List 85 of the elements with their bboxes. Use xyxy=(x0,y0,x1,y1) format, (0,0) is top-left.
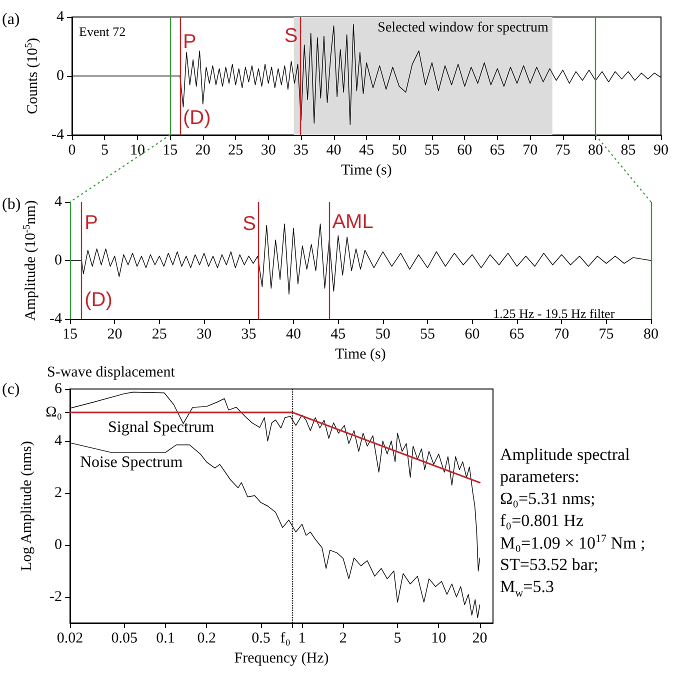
y-tick-label: 4 xyxy=(56,9,64,25)
annotation: (D) xyxy=(182,107,211,130)
y-axis-title: Amplitude (10-5nm) xyxy=(22,200,39,321)
x-tick-label: 85 xyxy=(620,142,636,158)
chart-title: S-wave displacement xyxy=(47,364,176,380)
y-tick-label: 0 xyxy=(54,252,62,268)
y-axis-title: Counts (105) xyxy=(24,38,41,114)
text: parameters: xyxy=(500,467,580,486)
x-tick-label: 50 xyxy=(375,326,390,342)
x-axis-title: Time (s) xyxy=(341,162,392,178)
x-tick-label: 15 xyxy=(62,326,78,342)
y-tick-label: 0 xyxy=(54,537,62,553)
x-tick-label: 80 xyxy=(644,326,658,342)
x-tick-label: 30 xyxy=(260,142,276,158)
x-tick-label: 2 xyxy=(339,630,347,646)
text: Amplitude spectral xyxy=(500,445,630,464)
x-tick-label: 0 xyxy=(68,142,76,158)
x-tick-label: 30 xyxy=(196,326,212,342)
band-label: Selected window for spectrum xyxy=(378,20,548,36)
text: (b) xyxy=(2,196,21,213)
annotation: (D) xyxy=(84,288,112,311)
y-tick-label: 6 xyxy=(54,381,62,397)
annotation: Event 72 xyxy=(79,24,126,39)
annotation: P xyxy=(84,212,98,234)
text: (a) xyxy=(2,11,20,28)
x-tick-label: 50 xyxy=(392,142,407,158)
x-tick-label: 25 xyxy=(228,142,244,158)
y-tick-label: Ω₀ xyxy=(46,404,62,420)
x-tick-label: 90 xyxy=(654,142,668,158)
x-tick-label: 5 xyxy=(100,142,108,158)
x-tick-label: 20 xyxy=(195,142,210,158)
text: M$_{w}$=5.3 xyxy=(500,577,554,600)
y-tick-label: 4 xyxy=(54,194,62,210)
x-tick-label: 55 xyxy=(420,326,436,342)
annotation: 1.25 Hz - 19.5 Hz filter xyxy=(493,306,615,321)
x-tick-label: 45 xyxy=(330,326,346,342)
x-tick-label: 35 xyxy=(294,142,309,158)
y-tick-label: 4 xyxy=(54,433,62,449)
x-tick-label: 20 xyxy=(107,326,122,342)
x-tick-label: 0.02 xyxy=(56,630,84,646)
x-axis-title: Frequency (Hz) xyxy=(234,650,329,666)
x-tick-label: 0.5 xyxy=(252,630,270,646)
annotation: S xyxy=(284,25,298,48)
x-tick-label: 1 xyxy=(298,630,306,646)
y-tick-label: -4 xyxy=(50,311,62,327)
annotation: AML xyxy=(332,211,374,234)
x-tick-label: 10 xyxy=(431,630,446,646)
x-tick-label: 15 xyxy=(162,142,178,158)
y-tick-label: -4 xyxy=(52,127,64,143)
x-tick-label: 0.05 xyxy=(111,630,138,646)
annotation: S xyxy=(242,212,256,235)
text: ST=53.52 bar; xyxy=(500,555,598,574)
x-tick-label: 75 xyxy=(598,326,614,342)
x-tick-label: 0.1 xyxy=(156,630,175,646)
x-tick-label: 35 xyxy=(241,326,256,342)
y-tick-label: -2 xyxy=(50,589,62,605)
x-tick-label: 45 xyxy=(359,142,374,158)
y-axis-title: Log Amplitude (nms) xyxy=(19,441,36,571)
y-tick-label: 2 xyxy=(54,485,62,501)
annotation: P xyxy=(182,31,196,54)
x-tick-label: 80 xyxy=(588,142,604,158)
series-label: Signal Spectrum xyxy=(108,419,214,436)
x-tick-label: f₀ xyxy=(280,630,291,646)
x-tick-label: 70 xyxy=(522,142,538,158)
text: M₀=1.09 × 10$^{17}$ Nm ; xyxy=(500,533,646,553)
x-tick-label: 55 xyxy=(424,142,440,158)
text: (c) xyxy=(2,381,20,398)
y-tick-label: 0 xyxy=(56,68,64,84)
x-tick-label: 0.2 xyxy=(197,630,216,646)
x-tick-label: 60 xyxy=(464,326,480,342)
text: Ω₀=5.31 nms; xyxy=(500,489,596,508)
text: f₀=0.801 Hz xyxy=(500,511,584,530)
series-label: Noise Spectrum xyxy=(80,454,183,471)
x-tick-label: 70 xyxy=(554,326,570,342)
x-tick-label: 10 xyxy=(130,142,145,158)
x-tick-label: 40 xyxy=(286,326,301,342)
x-tick-label: 25 xyxy=(152,326,167,342)
x-tick-label: 65 xyxy=(509,326,524,342)
x-tick-label: 60 xyxy=(457,142,472,158)
x-axis-title: Time (s) xyxy=(335,346,386,362)
x-tick-label: 5 xyxy=(394,630,402,646)
x-tick-label: 20 xyxy=(472,630,488,646)
x-tick-label: 65 xyxy=(490,142,505,158)
x-tick-label: 75 xyxy=(555,142,570,158)
x-tick-label: 40 xyxy=(326,142,342,158)
